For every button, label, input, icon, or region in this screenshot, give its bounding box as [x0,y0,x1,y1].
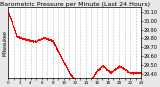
Y-axis label: Milwaukee: Milwaukee [2,30,7,56]
Title: Barometric Pressure per Minute (Last 24 Hours): Barometric Pressure per Minute (Last 24 … [0,2,150,7]
